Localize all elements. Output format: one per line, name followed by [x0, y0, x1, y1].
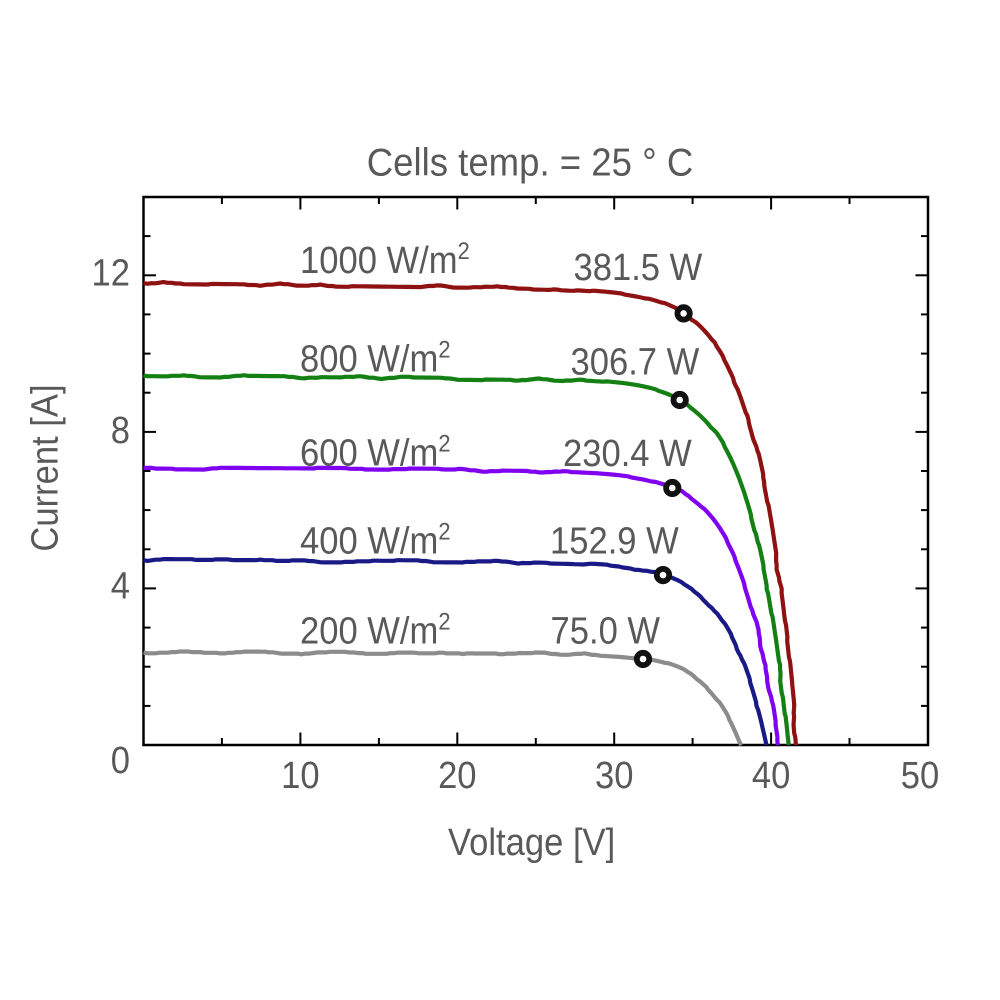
svg-text:800 W/m2: 800 W/m2 — [300, 336, 451, 380]
svg-text:Current [A]: Current [A] — [23, 384, 66, 551]
svg-text:152.9 W: 152.9 W — [550, 519, 679, 562]
svg-text:8: 8 — [111, 409, 130, 452]
svg-text:400 W/m2: 400 W/m2 — [300, 518, 451, 562]
svg-text:50: 50 — [901, 753, 939, 796]
svg-text:200 W/m2: 200 W/m2 — [300, 608, 451, 652]
svg-text:230.4 W: 230.4 W — [563, 431, 692, 474]
svg-text:Cells temp. = 25 ° C: Cells temp. = 25 ° C — [367, 141, 694, 184]
svg-text:12: 12 — [92, 251, 130, 294]
svg-text:0: 0 — [111, 738, 130, 781]
svg-text:600 W/m2: 600 W/m2 — [300, 430, 451, 474]
svg-text:30: 30 — [595, 753, 633, 796]
svg-text:1000 W/m2: 1000 W/m2 — [300, 237, 470, 281]
svg-text:306.7 W: 306.7 W — [571, 340, 700, 383]
svg-text:381.5 W: 381.5 W — [574, 245, 703, 288]
svg-text:40: 40 — [752, 753, 790, 796]
svg-text:20: 20 — [438, 753, 476, 796]
svg-text:4: 4 — [111, 564, 130, 607]
svg-text:75.0 W: 75.0 W — [551, 609, 661, 652]
svg-text:Voltage [V]: Voltage [V] — [448, 820, 615, 863]
svg-text:10: 10 — [281, 753, 319, 796]
